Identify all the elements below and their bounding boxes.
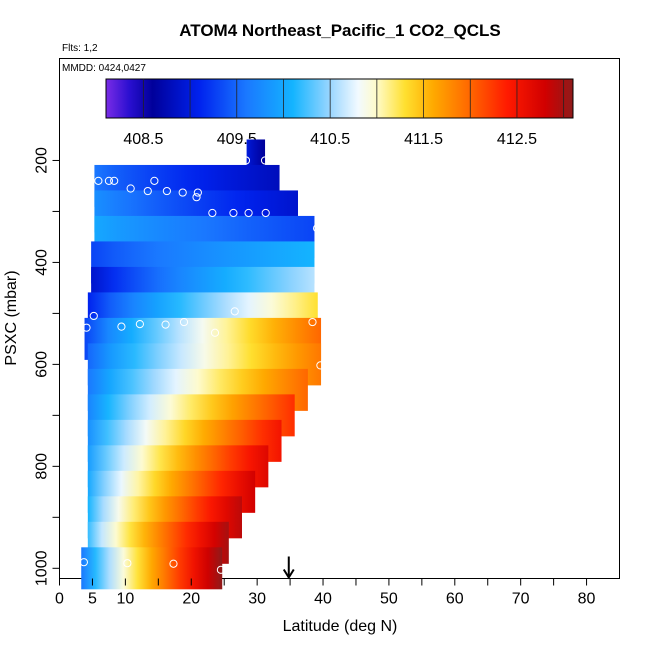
sample-point	[210, 328, 220, 337]
sample-point	[244, 208, 253, 218]
y-tick-label: 400	[34, 249, 51, 276]
sample-point	[261, 208, 270, 218]
sample-point	[126, 184, 135, 193]
sample-point	[313, 224, 322, 233]
sample-point	[104, 176, 114, 185]
x-tick-label: 20	[182, 591, 200, 608]
y-tick-label: 200	[34, 147, 51, 174]
y-tick-label: 600	[34, 351, 51, 378]
x-tick-label: 0	[55, 591, 64, 608]
sample-point	[316, 361, 325, 370]
y-tick-label: 1000	[34, 550, 51, 586]
sample-point	[216, 565, 226, 574]
sample-point	[230, 307, 239, 316]
sample-point	[123, 559, 132, 568]
sample-point	[94, 176, 103, 185]
sample-point	[193, 188, 202, 197]
sample-point	[161, 320, 170, 329]
x-tick-label: 40	[314, 591, 332, 608]
x-tick-label: 30	[248, 591, 266, 608]
dates-note: MMDD: 0424,0427	[62, 63, 146, 74]
x-axis-title: Latitude (deg N)	[283, 618, 398, 635]
sample-point	[117, 322, 126, 331]
sample-point	[241, 156, 251, 165]
y-axis-title: PSXC (mbar)	[3, 270, 20, 365]
x-tick-label: 80	[578, 591, 596, 608]
colorbar-dividers	[142, 79, 565, 118]
arrow-head	[282, 568, 295, 580]
sample-point	[89, 311, 98, 321]
flights-note: Flts: 1,2	[62, 43, 98, 54]
arrow-marker	[282, 556, 295, 580]
sample-point	[169, 559, 178, 568]
sample-point	[79, 558, 88, 567]
sample-point	[82, 323, 91, 332]
colorbar-gradient	[105, 78, 574, 119]
heatmap-layer	[81, 547, 223, 590]
colorbar-tick-label: 412.5	[497, 131, 537, 148]
x-axis: 0 5 10 20 30 40 50 60 70 80	[55, 578, 596, 608]
sample-point	[260, 156, 270, 165]
y-axis: 200 400 600 800 1000	[34, 147, 60, 586]
sample-point	[192, 193, 201, 202]
y-tick-label: 800	[34, 453, 51, 480]
sample-points	[79, 156, 325, 574]
chart-title: ATOM4 Northeast_Pacific_1 CO2_QCLS	[179, 21, 501, 40]
x-tick-label: 70	[512, 591, 530, 608]
colorbar-tick-label: 408.5	[123, 131, 163, 148]
sample-point	[143, 186, 152, 196]
colorbar-labels: 408.5 409.5 410.5 411.5 412.5	[123, 131, 537, 148]
heatmap-layers	[81, 139, 322, 590]
x-tick-label: 5	[88, 591, 97, 608]
sample-point	[308, 317, 317, 327]
sample-point	[208, 208, 217, 218]
x-tick-label: 10	[116, 591, 134, 608]
plot-frame	[59, 58, 620, 579]
sample-point	[229, 208, 238, 218]
x-tick-label: 60	[446, 591, 464, 608]
colorbar-tick-label: 411.5	[404, 131, 443, 148]
sample-point	[162, 186, 171, 196]
colorbar: 408.5 409.5 410.5 411.5 412.5	[105, 78, 574, 148]
sample-point	[179, 317, 189, 327]
sample-point	[150, 176, 159, 185]
sample-point	[110, 176, 119, 185]
sample-point	[135, 320, 144, 329]
sample-point	[178, 188, 187, 197]
x-tick-label: 50	[380, 591, 398, 608]
colorbar-tick-label: 410.5	[310, 131, 350, 148]
